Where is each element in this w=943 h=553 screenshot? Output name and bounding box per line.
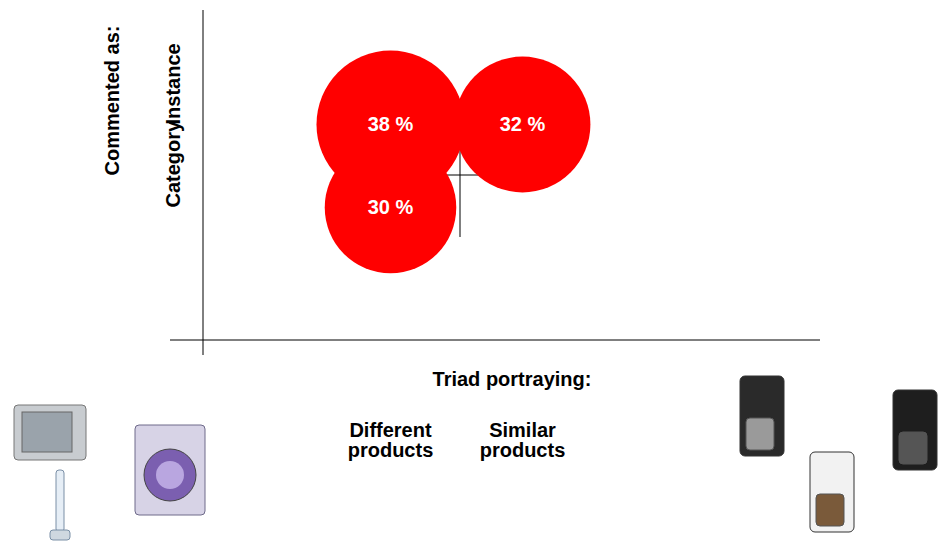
svg-text:Similarproducts: Similarproducts [480,419,566,461]
svg-text:30 %: 30 % [368,196,414,218]
svg-text:38 %: 38 % [368,113,414,135]
svg-text:Triad portraying:: Triad portraying: [433,368,592,390]
svg-text:Commented as:: Commented as: [101,25,123,175]
svg-text:Instance: Instance [162,43,184,124]
svg-text:32 %: 32 % [500,113,546,135]
svg-text:Category: Category [162,120,184,208]
svg-text:Differentproducts: Differentproducts [348,419,434,461]
